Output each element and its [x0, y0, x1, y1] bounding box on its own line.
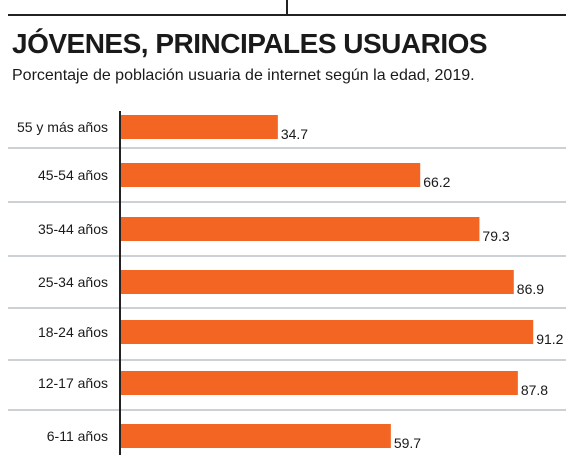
- bar: [121, 320, 534, 344]
- value-label: 87.8: [521, 382, 548, 398]
- bar: [121, 217, 480, 241]
- value-label: 66.2: [423, 174, 450, 190]
- bar: [121, 371, 518, 395]
- category-label: 6-11 años: [47, 428, 108, 444]
- bar: [121, 270, 514, 294]
- category-label: 25-34 años: [38, 274, 108, 290]
- category-label: 18-24 años: [38, 324, 108, 340]
- value-label: 91.2: [536, 331, 563, 347]
- category-label: 55 y más años: [17, 119, 108, 135]
- value-label: 34.7: [281, 126, 308, 142]
- bar: [121, 163, 421, 187]
- category-label: 12-17 años: [38, 375, 108, 391]
- value-label: 86.9: [517, 281, 544, 297]
- chart-title: JÓVENES, PRINCIPALES USUARIOS: [12, 28, 488, 59]
- category-label: 45-54 años: [38, 167, 108, 183]
- category-label: 35-44 años: [38, 221, 108, 237]
- value-label: 79.3: [482, 228, 509, 244]
- value-label: 59.7: [394, 435, 421, 451]
- header-rule: [8, 14, 566, 16]
- header-divider-tick: [286, 0, 288, 15]
- bar: [121, 424, 391, 448]
- bar: [121, 115, 278, 139]
- chart-subtitle: Porcentaje de población usuaria de inter…: [12, 67, 475, 84]
